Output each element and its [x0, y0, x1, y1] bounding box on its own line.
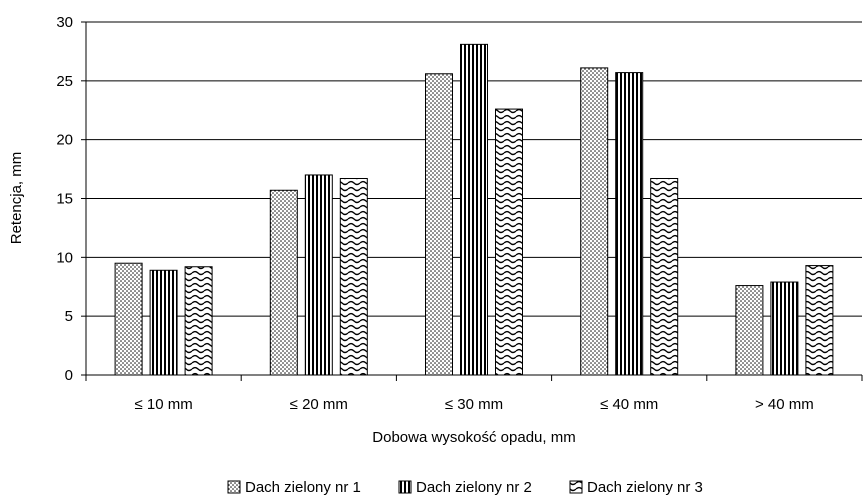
bar-2-4 — [615, 72, 644, 376]
legend-label: Dach zielony nr 1 — [245, 479, 361, 496]
legend-item: Dach zielony nr 1 — [227, 479, 361, 496]
y-tick-label: 20 — [56, 132, 73, 149]
y-tick-label: 25 — [56, 73, 73, 90]
bar-3-3 — [495, 108, 523, 376]
y-axis-title: Retencja, mm — [8, 152, 25, 245]
y-tick-label: 5 — [65, 308, 73, 325]
bar-2-2 — [304, 174, 333, 376]
bar-3-1 — [184, 266, 213, 376]
legend-swatch — [398, 480, 412, 494]
bar-1-2 — [269, 189, 298, 376]
bar-3-4 — [650, 177, 679, 376]
legend-item: Dach zielony nr 2 — [398, 479, 532, 496]
y-tick-label: 0 — [65, 367, 73, 384]
bars-group — [114, 43, 834, 376]
bar-2-1 — [149, 269, 178, 376]
x-axis-title: Dobowa wysokość opadu, mm — [372, 429, 575, 446]
x-tick-labels: ≤ 10 mm ≤ 20 mm ≤ 30 mm ≤ 40 mm > 40 mm — [134, 396, 813, 413]
bar-1-1 — [114, 262, 143, 376]
x-tick-label: ≤ 20 mm — [290, 396, 348, 413]
legend-swatch — [227, 480, 241, 494]
y-tick-label: 15 — [56, 191, 73, 208]
bar-2-5 — [770, 281, 799, 376]
y-tick-label: 30 — [56, 14, 73, 31]
x-tick-label: ≤ 10 mm — [134, 396, 192, 413]
legend-label: Dach zielony nr 2 — [416, 479, 532, 496]
bar-3-5 — [805, 265, 834, 376]
legend-swatch — [569, 480, 583, 494]
y-tick-label: 10 — [56, 249, 73, 266]
bar-1-5 — [735, 285, 764, 376]
bar-1-4 — [580, 67, 609, 376]
bar-2-3 — [460, 43, 488, 376]
y-tick-labels: 0 5 10 15 20 25 30 — [56, 14, 73, 384]
x-tick-label: ≤ 40 mm — [600, 396, 658, 413]
bar-1-3 — [425, 73, 453, 376]
legend-label: Dach zielony nr 3 — [587, 479, 703, 496]
legend-item: Dach zielony nr 3 — [569, 479, 703, 496]
x-tick-label: ≤ 30 mm — [445, 396, 503, 413]
bar-3-2 — [339, 177, 368, 376]
x-tick-label: > 40 mm — [755, 396, 814, 413]
legend: Dach zielony nr 1 Dach zielony nr 2 Dach z… — [227, 479, 703, 496]
axes — [85, 22, 863, 381]
